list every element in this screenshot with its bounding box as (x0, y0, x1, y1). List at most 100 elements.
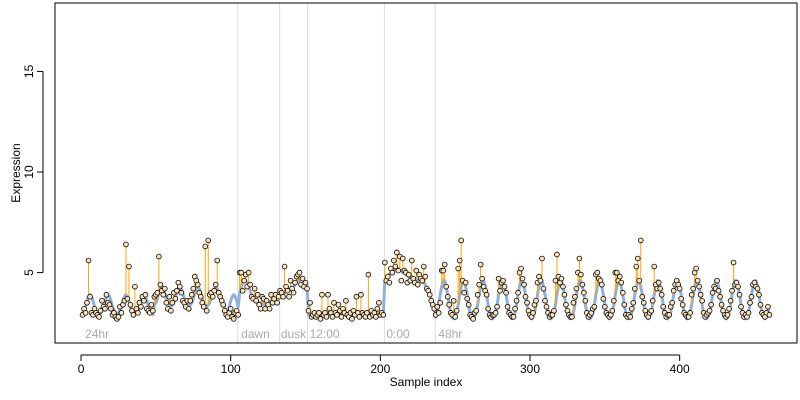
data-point (609, 308, 616, 314)
data-point (573, 285, 580, 292)
data-point (168, 308, 174, 314)
data-point (735, 283, 741, 290)
data-point (296, 269, 303, 276)
data-point (323, 314, 330, 320)
data-point (446, 301, 452, 308)
data-point (522, 293, 529, 300)
data-point (254, 291, 261, 298)
data-point (530, 310, 536, 316)
data-point (747, 299, 753, 306)
data-point (614, 269, 620, 276)
data-point (414, 281, 421, 288)
data-point (658, 291, 665, 298)
data-point (200, 303, 207, 310)
data-point (365, 271, 372, 278)
data-point (678, 295, 684, 302)
data-point (542, 297, 548, 304)
data-point (479, 275, 485, 282)
data-point (718, 301, 725, 308)
data-point (533, 297, 539, 304)
data-point (444, 293, 451, 300)
phase-label: 12:00 (310, 327, 340, 341)
data-point (335, 301, 342, 308)
data-point (670, 287, 677, 294)
phase-label: dusk (281, 327, 307, 341)
data-point (349, 316, 355, 322)
data-point (581, 289, 587, 296)
data-point (85, 257, 92, 264)
data-point (434, 303, 441, 310)
data-point (287, 277, 294, 284)
data-point (495, 275, 502, 282)
data-point (325, 291, 331, 298)
data-point (203, 308, 210, 314)
data-point (123, 241, 129, 248)
data-point (578, 271, 584, 278)
data-point (178, 289, 185, 296)
data-point (202, 243, 209, 250)
data-point (494, 303, 500, 310)
x-tick-label: 300 (520, 362, 540, 376)
data-point (334, 312, 340, 318)
data-point (338, 314, 345, 320)
data-point (286, 293, 292, 300)
data-point (648, 308, 655, 314)
data-point (637, 237, 644, 244)
data-point (96, 314, 102, 320)
data-point (235, 312, 241, 318)
data-point (504, 303, 511, 310)
data-point (205, 237, 212, 244)
data-point (103, 291, 110, 298)
data-point (699, 297, 705, 304)
data-point (257, 305, 264, 312)
data-point (413, 267, 420, 274)
data-point (500, 277, 506, 284)
data-point (655, 279, 662, 286)
data-point (211, 287, 218, 294)
x-tick-label: 100 (221, 362, 241, 376)
data-point (563, 301, 569, 308)
data-point (356, 314, 363, 320)
data-point (465, 301, 472, 308)
data-point (688, 291, 695, 298)
data-point (304, 285, 310, 292)
data-point (694, 277, 701, 284)
data-point (177, 283, 183, 290)
data-point (419, 277, 426, 284)
data-point (302, 279, 309, 286)
phase-label: dawn (241, 327, 270, 341)
data-point (458, 237, 464, 244)
data-point (540, 285, 547, 292)
data-point (729, 287, 735, 294)
data-point (160, 291, 167, 298)
data-point (373, 314, 379, 320)
data-point (756, 291, 762, 298)
data-point (130, 312, 137, 318)
data-point (640, 299, 647, 306)
data-point (435, 310, 442, 316)
data-point (251, 285, 258, 292)
data-point (693, 265, 699, 272)
data-point (253, 297, 259, 304)
data-point (385, 273, 391, 280)
data-point (163, 299, 170, 306)
data-point (501, 283, 508, 290)
data-point (395, 267, 402, 274)
data-point (156, 253, 162, 260)
data-point (108, 305, 114, 312)
data-point (651, 263, 658, 270)
data-point (172, 295, 179, 302)
data-point (619, 289, 626, 296)
data-point (518, 265, 524, 272)
data-point (307, 299, 313, 306)
data-point (697, 291, 704, 298)
data-point (726, 305, 732, 312)
data-point (115, 314, 122, 320)
data-point (422, 273, 429, 280)
data-point (512, 305, 518, 312)
y-axis-label: Expression (9, 143, 23, 202)
data-point (617, 273, 623, 280)
data-point (247, 281, 253, 288)
data-point (292, 279, 298, 286)
